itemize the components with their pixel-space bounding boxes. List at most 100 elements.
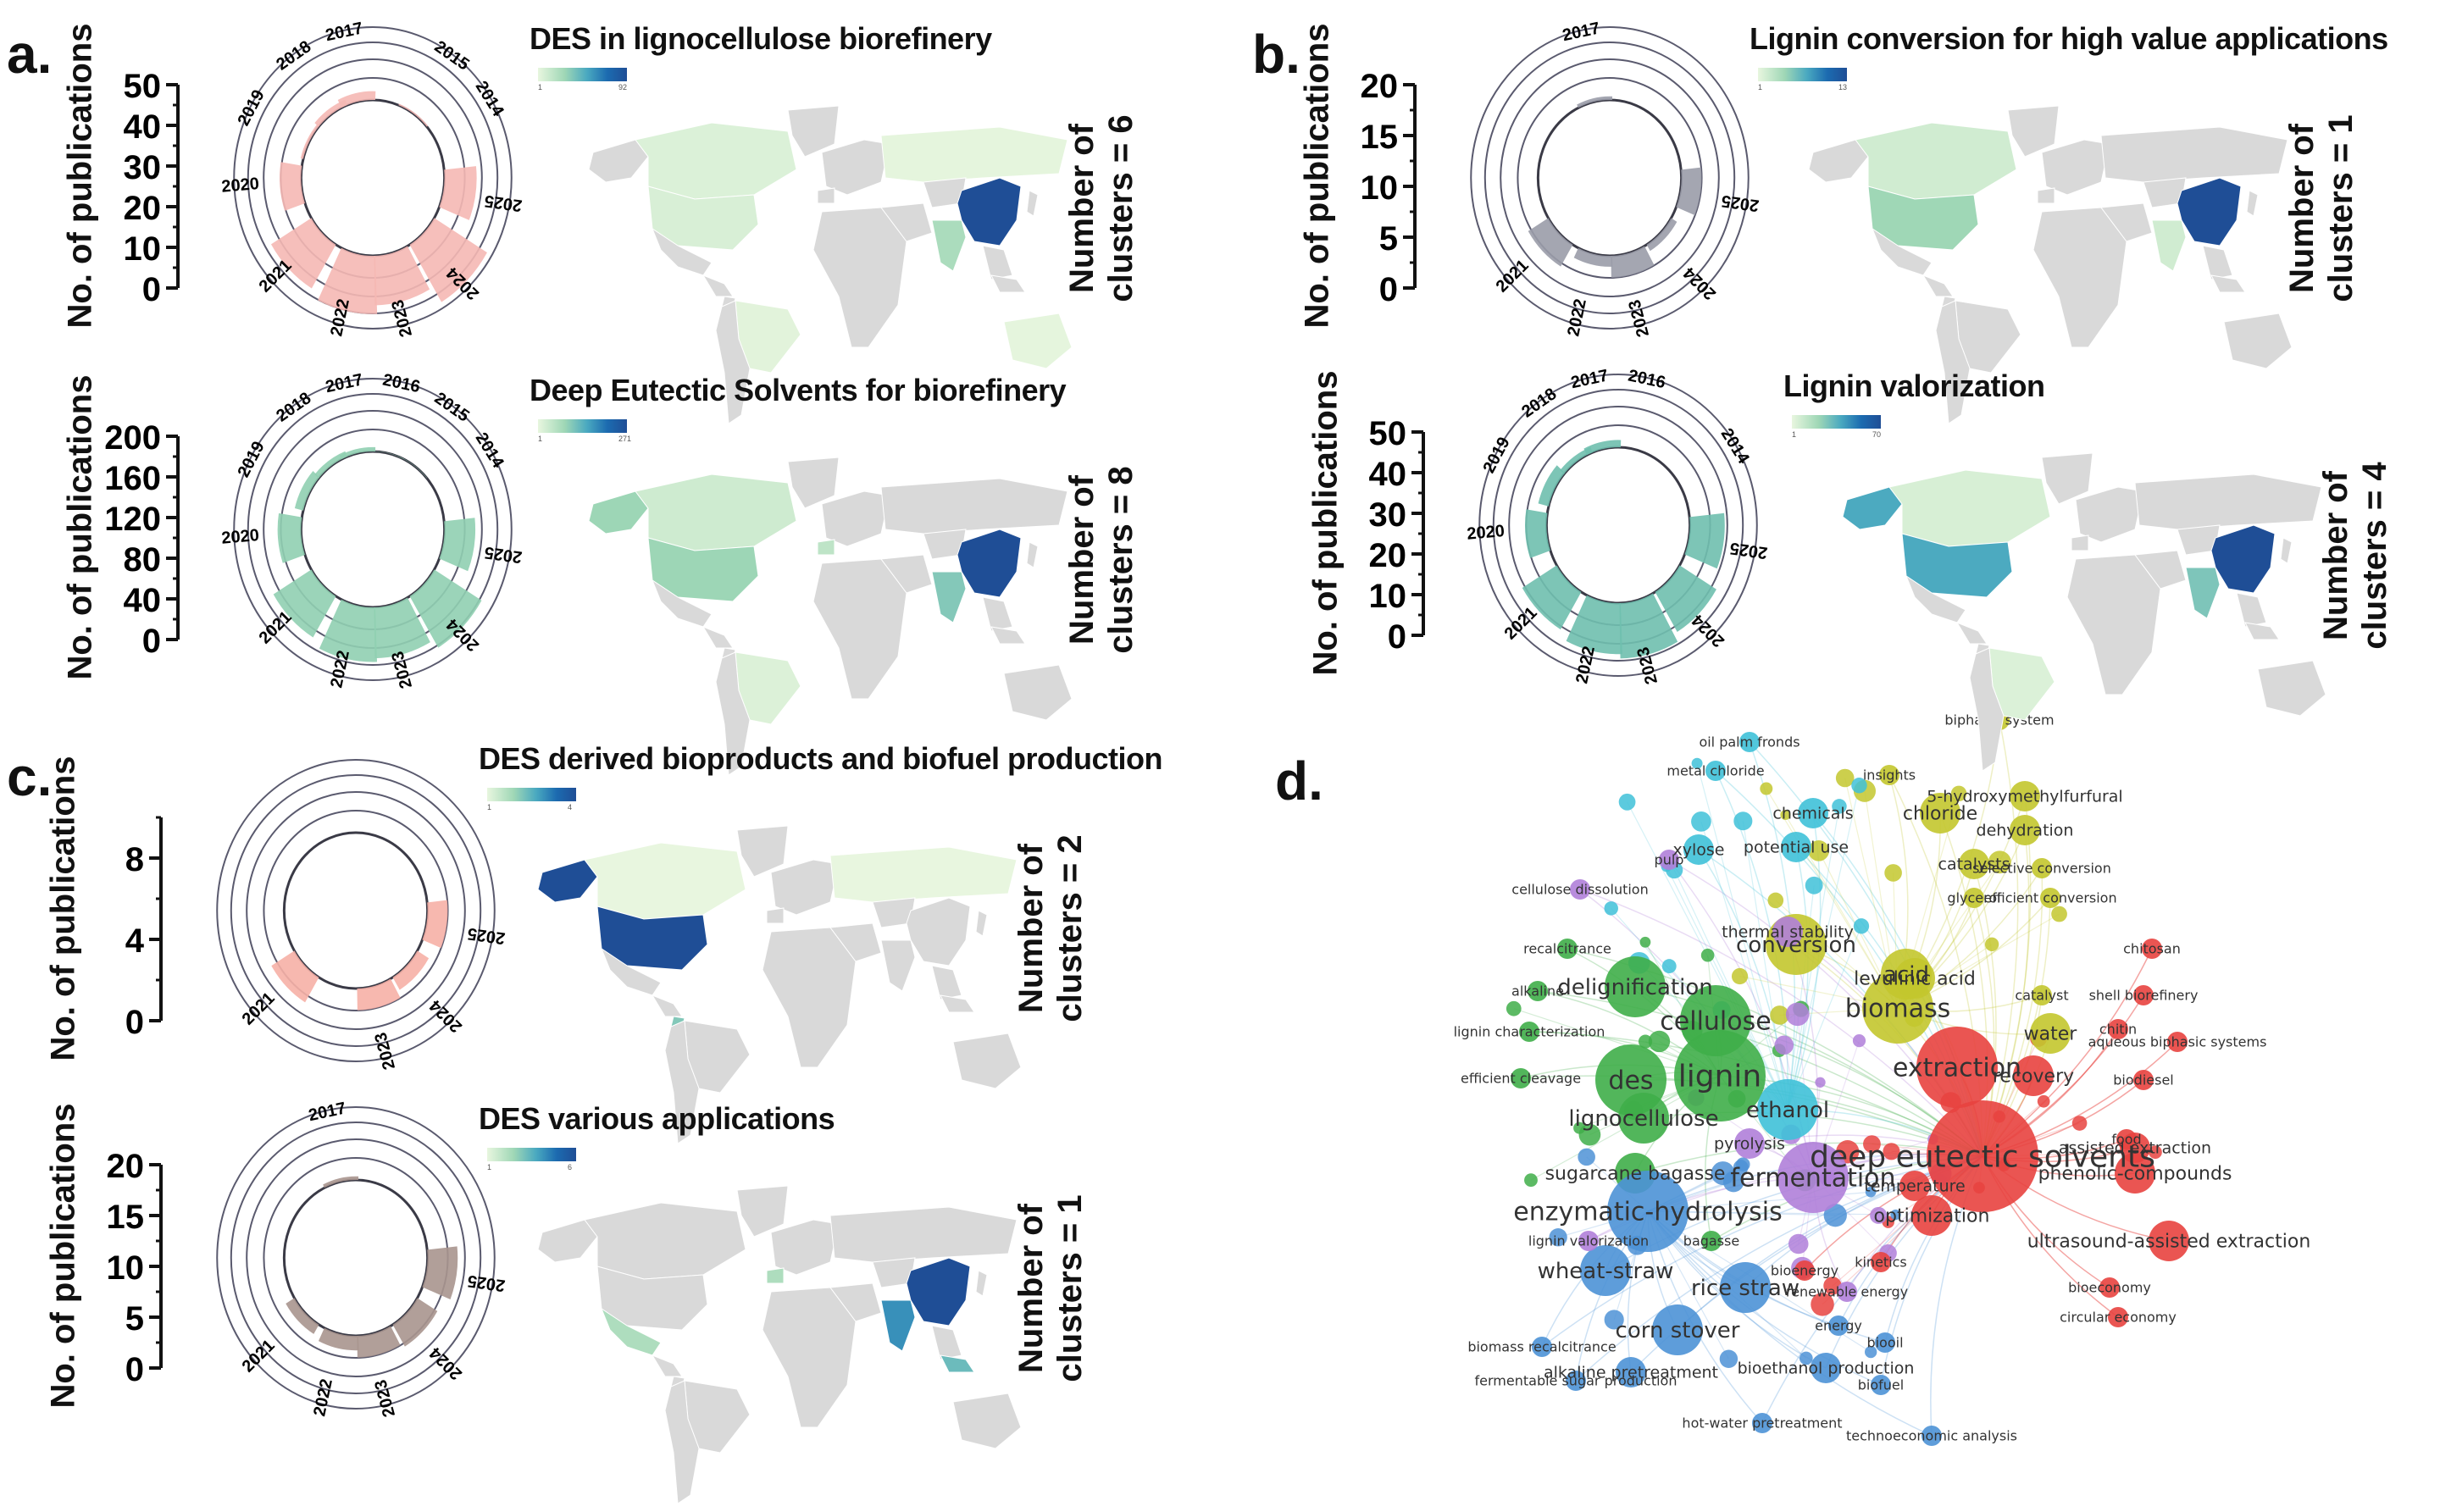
network-node	[2013, 1055, 2054, 1096]
country-greenland	[2041, 452, 2093, 505]
y-tick-label: 0	[125, 1351, 144, 1388]
country-china	[2177, 177, 2242, 246]
country-seasia	[931, 965, 962, 1000]
network-node-minor	[1648, 1030, 1671, 1053]
map-title: DES various applications	[479, 1101, 835, 1136]
radial-bar	[374, 597, 430, 659]
network-node-label: biomass	[1845, 994, 1951, 1024]
year-label: 2014	[1717, 425, 1754, 468]
country-greenland	[787, 105, 840, 158]
radial-gridline	[230, 1122, 482, 1394]
country-europe	[770, 859, 840, 916]
radial-bar	[319, 599, 378, 662]
country-middleeast	[880, 202, 933, 242]
network-node	[1674, 1030, 1766, 1122]
y-tick-label: 20	[1369, 537, 1407, 574]
network-node-minor	[1722, 1171, 1744, 1193]
network-node	[2032, 985, 2052, 1005]
network-node	[1837, 1282, 1857, 1302]
network-node-label: kinetics	[1855, 1254, 1907, 1271]
clusters-label-line2: clusters = 8	[1102, 466, 1140, 654]
year-label: 2017	[324, 19, 364, 45]
radial-bar	[1676, 167, 1702, 216]
country-middleeast	[829, 1282, 882, 1322]
keyword-network: deep eutectic solvents extractionrecovery…	[1454, 710, 2310, 1446]
network-node-label: biomass recalcitrance	[1467, 1339, 1616, 1355]
map-title: Lignin conversion for high value applica…	[1750, 21, 2388, 56]
network-node-label: selective conversion	[1972, 861, 2111, 877]
y-tick-label: 30	[124, 149, 162, 186]
network-node-label: enzymatic-hydrolysis	[1513, 1198, 1783, 1227]
year-label: 2020	[221, 174, 260, 197]
network-node-label: thermal stability	[1722, 923, 1854, 942]
year-label: 2022	[310, 1377, 336, 1418]
world-map	[588, 105, 1073, 424]
network-node-label: cellulose	[1660, 1007, 1771, 1037]
network-node	[1920, 793, 1960, 834]
radial-gridline	[233, 26, 513, 330]
clusters-label-line2: clusters = 1	[1051, 1194, 1089, 1382]
radial-gridline	[246, 1138, 466, 1377]
y-tick-label: 50	[1369, 415, 1407, 452]
year-label: 2017	[307, 1099, 347, 1125]
network-node	[1652, 1304, 1703, 1355]
network-node-minor	[1700, 948, 1715, 962]
network-node-label: delignification	[1557, 975, 1713, 1000]
panel-label-c: c.	[7, 746, 53, 807]
year-label: 2021	[1493, 256, 1533, 296]
country-spain	[766, 907, 785, 924]
network-node	[2115, 1153, 2155, 1194]
network-edge	[1647, 1210, 1896, 1216]
network-node	[2108, 1307, 2128, 1327]
country-europe	[770, 1219, 840, 1276]
radial-bar	[280, 162, 305, 211]
panel-label-a: a.	[7, 24, 53, 85]
radial-bar	[294, 470, 320, 511]
world-map	[588, 457, 1073, 776]
country-middleeast	[829, 922, 882, 962]
y-tick-label: 5	[125, 1300, 144, 1338]
network-node-minor	[1618, 793, 1636, 811]
radial-bar	[273, 569, 336, 638]
network-node	[1959, 849, 1989, 879]
radial-gridline	[1536, 98, 1683, 258]
network-node-minor	[1691, 757, 1703, 769]
y-tick-label: 10	[1369, 578, 1407, 615]
year-label: 2022	[327, 649, 353, 690]
clusters-label: Number of clusters = 1	[2282, 69, 2360, 348]
network-node-label: biofuel	[1858, 1377, 1904, 1393]
radial-gridline	[1492, 389, 1744, 662]
country-japan	[975, 1270, 988, 1297]
country-southam	[664, 1020, 700, 1144]
network-node-label: 5-hydroxymethylfurfural	[1927, 788, 2122, 806]
network-node	[2010, 781, 2040, 811]
country-seasia	[982, 596, 1013, 632]
colorbar-min: 1	[487, 1163, 492, 1171]
network-node-label: glycerol	[1947, 890, 2000, 906]
network-node-minor	[1808, 840, 1830, 861]
network-edge	[1787, 846, 1809, 1110]
y-axis-label: No. of publications	[44, 1103, 82, 1409]
radial-bar	[277, 512, 305, 563]
clusters-label-line2: clusters = 6	[1102, 114, 1140, 302]
network-node-label: oil palm fronds	[1699, 734, 1800, 750]
colorbar	[538, 419, 627, 433]
network-node	[1528, 981, 1548, 1001]
country-alaska	[1808, 139, 1869, 183]
colorbar	[487, 788, 576, 801]
network-node-label: circular economy	[2060, 1310, 2177, 1326]
network-node-minor	[1661, 959, 1677, 974]
network-node-minor	[1506, 1000, 1522, 1016]
radial-bar-chart: 2021 2023 2024 2025	[216, 759, 507, 1072]
country-australia	[2257, 660, 2326, 717]
network-node-label: catalysts	[1938, 856, 2010, 874]
radial-bar-chart: 2017 2021 2022 2023 2024 2025	[216, 1099, 507, 1419]
year-label: 2018	[273, 37, 314, 75]
y-tick-label: 80	[124, 541, 162, 579]
y-tick-label: 20	[124, 190, 162, 227]
y-tick-label: 10	[124, 230, 162, 268]
colorbar-min: 1	[487, 803, 492, 811]
network-node-label: potential use	[1744, 839, 1849, 857]
network-node-minor	[1988, 850, 2011, 874]
network-node-minor	[1780, 809, 1791, 821]
